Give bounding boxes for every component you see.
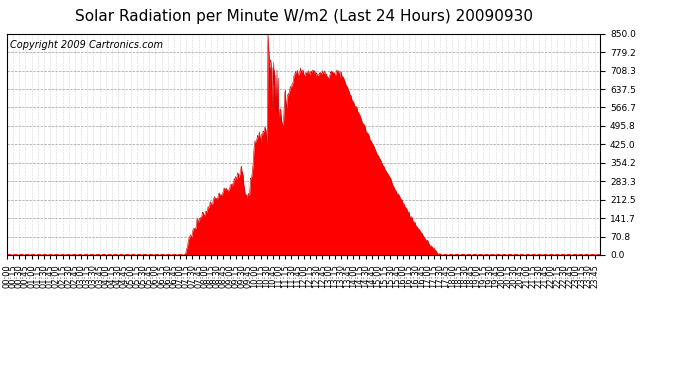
Text: Copyright 2009 Cartronics.com: Copyright 2009 Cartronics.com	[10, 40, 163, 50]
Text: Solar Radiation per Minute W/m2 (Last 24 Hours) 20090930: Solar Radiation per Minute W/m2 (Last 24…	[75, 9, 533, 24]
